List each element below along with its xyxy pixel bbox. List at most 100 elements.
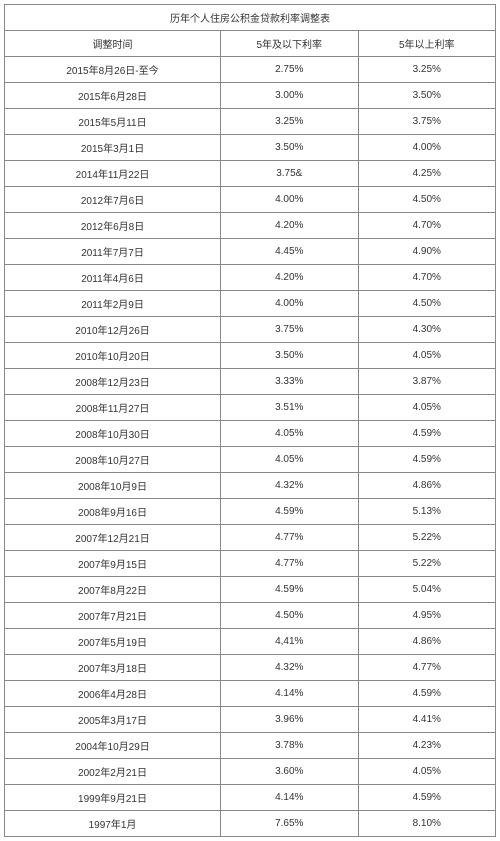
cell-rate2: 4.05% bbox=[358, 343, 496, 369]
cell-rate1: 3.25% bbox=[221, 109, 358, 135]
table-row: 2006年4月28日4.14%4.59% bbox=[5, 681, 496, 707]
cell-rate2: 5.13% bbox=[358, 499, 496, 525]
cell-rate1: 4,41% bbox=[221, 629, 358, 655]
cell-rate1: 3.60% bbox=[221, 759, 358, 785]
cell-rate2: 4.59% bbox=[358, 421, 496, 447]
table-row: 2008年12月23日3.33%3.87% bbox=[5, 369, 496, 395]
cell-date: 2012年6月8日 bbox=[5, 213, 221, 239]
cell-rate1: 4.20% bbox=[221, 213, 358, 239]
cell-rate1: 4.77% bbox=[221, 525, 358, 551]
cell-rate2: 5.22% bbox=[358, 551, 496, 577]
table-row: 2010年12月26日3.75%4.30% bbox=[5, 317, 496, 343]
cell-rate1: 4.45% bbox=[221, 239, 358, 265]
cell-rate2: 4.05% bbox=[358, 759, 496, 785]
table-row: 2002年2月21日3.60%4.05% bbox=[5, 759, 496, 785]
cell-date: 2011年7月7日 bbox=[5, 239, 221, 265]
table-body: 2015年8月26日-至今2.75%3.25%2015年6月28日3.00%3.… bbox=[5, 57, 496, 837]
table-row: 2012年7月6日4.00%4.50% bbox=[5, 187, 496, 213]
rate-adjustment-table: 历年个人住房公积金贷款利率调整表 调整时间 5年及以下利率 5年以上利率 201… bbox=[4, 4, 496, 837]
cell-rate2: 4.25% bbox=[358, 161, 496, 187]
cell-date: 2005年3月17日 bbox=[5, 707, 221, 733]
cell-rate1: 4.14% bbox=[221, 785, 358, 811]
cell-rate2: 4.00% bbox=[358, 135, 496, 161]
table-title: 历年个人住房公积金贷款利率调整表 bbox=[5, 5, 496, 31]
cell-rate2: 3.87% bbox=[358, 369, 496, 395]
cell-rate1: 3.50% bbox=[221, 343, 358, 369]
cell-rate2: 4.41% bbox=[358, 707, 496, 733]
cell-date: 2010年10月20日 bbox=[5, 343, 221, 369]
header-row: 调整时间 5年及以下利率 5年以上利率 bbox=[5, 31, 496, 57]
cell-rate1: 3.75& bbox=[221, 161, 358, 187]
cell-rate1: 3.78% bbox=[221, 733, 358, 759]
table-row: 2015年8月26日-至今2.75%3.25% bbox=[5, 57, 496, 83]
title-row: 历年个人住房公积金贷款利率调整表 bbox=[5, 5, 496, 31]
cell-rate1: 4.59% bbox=[221, 499, 358, 525]
cell-date: 2010年12月26日 bbox=[5, 317, 221, 343]
cell-rate2: 3.50% bbox=[358, 83, 496, 109]
cell-date: 2008年12月23日 bbox=[5, 369, 221, 395]
cell-date: 2012年7月6日 bbox=[5, 187, 221, 213]
table-row: 2015年5月11日3.25%3.75% bbox=[5, 109, 496, 135]
table-row: 2008年11月27日3.51%4.05% bbox=[5, 395, 496, 421]
table-row: 1999年9月21日4.14%4.59% bbox=[5, 785, 496, 811]
col-header-rate1: 5年及以下利率 bbox=[221, 31, 358, 57]
cell-rate2: 4.59% bbox=[358, 681, 496, 707]
cell-rate2: 8.10% bbox=[358, 811, 496, 837]
table-row: 2011年4月6日4.20%4.70% bbox=[5, 265, 496, 291]
cell-rate1: 4.20% bbox=[221, 265, 358, 291]
cell-date: 2015年8月26日-至今 bbox=[5, 57, 221, 83]
cell-rate1: 7.65% bbox=[221, 811, 358, 837]
table-row: 2011年7月7日4.45%4.90% bbox=[5, 239, 496, 265]
cell-rate1: 4.05% bbox=[221, 447, 358, 473]
cell-rate2: 4.50% bbox=[358, 291, 496, 317]
cell-rate2: 3.75% bbox=[358, 109, 496, 135]
cell-date: 1999年9月21日 bbox=[5, 785, 221, 811]
cell-date: 2015年6月28日 bbox=[5, 83, 221, 109]
cell-rate2: 5.04% bbox=[358, 577, 496, 603]
cell-date: 2011年4月6日 bbox=[5, 265, 221, 291]
cell-date: 2008年10月27日 bbox=[5, 447, 221, 473]
cell-rate2: 4.90% bbox=[358, 239, 496, 265]
col-header-rate2: 5年以上利率 bbox=[358, 31, 496, 57]
cell-date: 2007年8月22日 bbox=[5, 577, 221, 603]
cell-rate1: 4.59% bbox=[221, 577, 358, 603]
table-row: 2004年10月29日3.78%4.23% bbox=[5, 733, 496, 759]
cell-rate2: 4.05% bbox=[358, 395, 496, 421]
cell-rate2: 4.23% bbox=[358, 733, 496, 759]
table-row: 1997年1月7.65%8.10% bbox=[5, 811, 496, 837]
cell-rate1: 3.33% bbox=[221, 369, 358, 395]
cell-rate1: 4.05% bbox=[221, 421, 358, 447]
cell-rate2: 4.86% bbox=[358, 473, 496, 499]
cell-date: 2008年10月30日 bbox=[5, 421, 221, 447]
cell-rate2: 4.95% bbox=[358, 603, 496, 629]
cell-date: 2008年10月9日 bbox=[5, 473, 221, 499]
cell-date: 1997年1月 bbox=[5, 811, 221, 837]
col-header-date: 调整时间 bbox=[5, 31, 221, 57]
cell-rate1: 3.00% bbox=[221, 83, 358, 109]
table-row: 2007年7月21日4.50%4.95% bbox=[5, 603, 496, 629]
cell-date: 2015年5月11日 bbox=[5, 109, 221, 135]
cell-date: 2007年3月18日 bbox=[5, 655, 221, 681]
table-row: 2015年6月28日3.00%3.50% bbox=[5, 83, 496, 109]
cell-date: 2004年10月29日 bbox=[5, 733, 221, 759]
cell-rate1: 4.32% bbox=[221, 473, 358, 499]
table-row: 2012年6月8日4.20%4.70% bbox=[5, 213, 496, 239]
table-row: 2007年12月21日4.77%5.22% bbox=[5, 525, 496, 551]
table-row: 2007年5月19日4,41%4.86% bbox=[5, 629, 496, 655]
table-row: 2008年10月30日4.05%4.59% bbox=[5, 421, 496, 447]
table-row: 2008年10月9日4.32%4.86% bbox=[5, 473, 496, 499]
table-row: 2007年3月18日4.32%4.77% bbox=[5, 655, 496, 681]
cell-date: 2008年9月16日 bbox=[5, 499, 221, 525]
table-row: 2008年9月16日4.59%5.13% bbox=[5, 499, 496, 525]
cell-rate1: 2.75% bbox=[221, 57, 358, 83]
cell-rate1: 3.75% bbox=[221, 317, 358, 343]
cell-rate2: 4.70% bbox=[358, 213, 496, 239]
cell-rate1: 4.77% bbox=[221, 551, 358, 577]
cell-date: 2002年2月21日 bbox=[5, 759, 221, 785]
table-row: 2005年3月17日3.96%4.41% bbox=[5, 707, 496, 733]
cell-rate2: 4.59% bbox=[358, 785, 496, 811]
cell-rate2: 4.86% bbox=[358, 629, 496, 655]
cell-rate2: 4.77% bbox=[358, 655, 496, 681]
cell-date: 2008年11月27日 bbox=[5, 395, 221, 421]
cell-date: 2015年3月1日 bbox=[5, 135, 221, 161]
